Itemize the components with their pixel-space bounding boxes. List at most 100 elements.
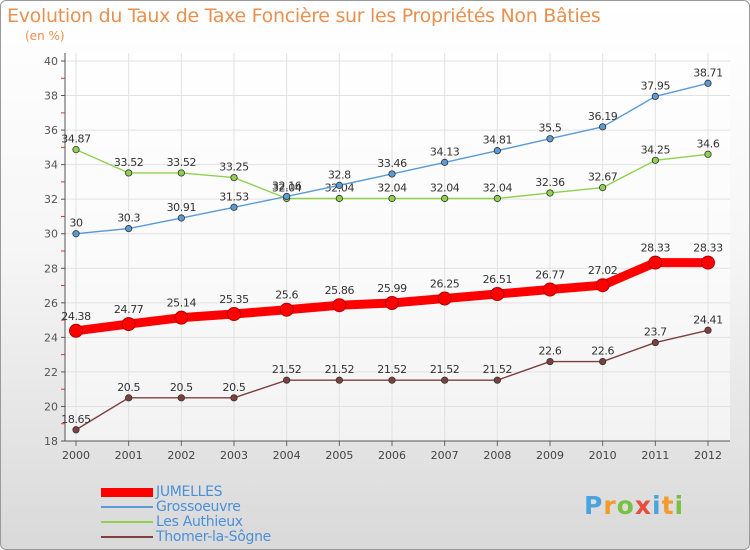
- data-point: [651, 156, 659, 164]
- legend-label: JUMELLES: [156, 484, 223, 500]
- data-label: 34.25: [641, 143, 671, 156]
- data-point: [283, 192, 291, 201]
- data-point: [230, 173, 238, 182]
- data-point: [651, 338, 659, 347]
- x-tick-label: 2004: [273, 449, 301, 462]
- data-point: [493, 194, 501, 203]
- data-point: [388, 170, 396, 178]
- data-point: [227, 307, 241, 322]
- data-point: [335, 194, 343, 203]
- y-tick-label: 36: [44, 124, 58, 137]
- data-label: 34.13: [430, 145, 460, 158]
- data-point: [230, 394, 238, 402]
- data-point: [388, 376, 396, 384]
- y-axis-unit: (en %): [25, 29, 65, 43]
- data-label: 32.67: [588, 171, 618, 184]
- legend-swatch: [101, 487, 153, 497]
- legend-item: Les Authieux: [101, 514, 321, 530]
- data-label: 32.04: [483, 181, 513, 194]
- legend-swatch: [101, 506, 153, 508]
- data-label: 25.14: [167, 297, 197, 310]
- data-label: 24.77: [114, 303, 144, 316]
- data-point: [493, 376, 501, 384]
- data-label: 31.53: [219, 190, 249, 203]
- data-label: 24.38: [61, 310, 91, 323]
- data-label: 32.04: [377, 181, 407, 194]
- data-label: 32.36: [535, 176, 565, 189]
- logo-letter: o: [616, 491, 635, 520]
- data-label: 30.3: [117, 212, 140, 225]
- data-point: [595, 278, 610, 293]
- x-tick-label: 2012: [694, 449, 722, 462]
- data-label: 18.65: [61, 413, 91, 426]
- x-tick-label: 2002: [167, 449, 195, 462]
- x-tick-label: 2009: [536, 449, 564, 462]
- data-point: [704, 79, 712, 87]
- data-point: [599, 184, 607, 192]
- data-point: [335, 376, 343, 384]
- x-tick-label: 2005: [325, 449, 353, 462]
- data-point: [704, 150, 712, 158]
- data-point: [546, 357, 554, 366]
- y-tick-label: 28: [44, 262, 58, 275]
- data-point: [72, 146, 80, 154]
- data-label: 20.5: [223, 381, 246, 394]
- x-tick-label: 2006: [378, 449, 406, 462]
- data-label: 26.51: [483, 273, 513, 286]
- data-point: [441, 376, 449, 384]
- legend-item: Grossoeuvre: [101, 499, 321, 515]
- data-point: [385, 295, 399, 310]
- legend-label: Grossoeuvre: [156, 499, 241, 515]
- data-label: 32.16: [272, 179, 302, 192]
- data-label: 30: [69, 217, 83, 230]
- data-label: 25.99: [377, 282, 407, 295]
- logo-letter: t: [661, 491, 675, 520]
- data-point: [279, 302, 294, 317]
- data-label: 21.52: [377, 363, 407, 376]
- logo-letter: i: [674, 491, 685, 520]
- data-point: [177, 169, 185, 177]
- data-point: [493, 147, 501, 155]
- data-label: 25.86: [325, 284, 355, 297]
- logo-letter: P: [584, 491, 604, 520]
- x-tick-label: 2008: [483, 449, 511, 462]
- data-label: 25.35: [219, 293, 249, 306]
- proxiti-logo: Proxiti: [584, 491, 684, 520]
- data-point: [174, 310, 189, 325]
- data-point: [704, 326, 712, 334]
- data-label: 37.95: [641, 79, 671, 92]
- data-label: 32.8: [328, 168, 351, 181]
- data-point: [546, 189, 554, 197]
- data-point: [651, 92, 659, 101]
- data-point: [125, 394, 133, 402]
- logo-letter: r: [603, 491, 617, 520]
- legend-swatch: [101, 521, 153, 523]
- y-tick-label: 22: [44, 366, 58, 379]
- data-label: 23.7: [644, 326, 667, 339]
- data-label: 24.41: [693, 313, 723, 326]
- data-point: [599, 357, 607, 366]
- data-point: [283, 376, 291, 384]
- data-point: [437, 291, 452, 306]
- data-label: 20.5: [117, 381, 140, 394]
- data-label: 22.6: [539, 345, 562, 358]
- x-tick-label: 2000: [62, 449, 90, 462]
- x-tick-label: 2007: [431, 449, 459, 462]
- data-point: [177, 394, 185, 402]
- x-tick-label: 2003: [220, 449, 248, 462]
- data-label: 25.6: [275, 289, 298, 302]
- data-point: [441, 194, 449, 203]
- y-tick-label: 24: [44, 331, 58, 344]
- y-tick-label: 20: [44, 400, 58, 413]
- data-point: [69, 323, 83, 338]
- y-tick-label: 34: [44, 159, 58, 172]
- data-point: [125, 224, 133, 233]
- y-tick-label: 30: [44, 228, 58, 241]
- legend-label: Thomer-la-Sôgne: [156, 529, 271, 545]
- data-label: 36.19: [588, 110, 618, 123]
- data-label: 21.52: [272, 363, 302, 376]
- data-label: 33.46: [377, 157, 407, 170]
- data-label: 22.6: [591, 345, 614, 358]
- y-tick-label: 38: [44, 90, 58, 103]
